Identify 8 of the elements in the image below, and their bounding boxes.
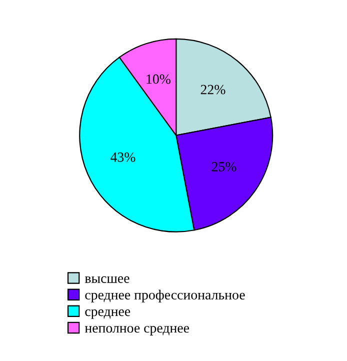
data-label: 25% [212,162,236,172]
legend-label: высшее [84,276,130,283]
data-label: 10% [146,74,170,84]
data-label: 22% [200,84,226,94]
legend-label: среднее профессиональное [85,290,245,302]
data-label: 43% [110,152,136,162]
legend-label: среднее [85,309,130,319]
legend-label: неполное среднее [84,326,190,336]
